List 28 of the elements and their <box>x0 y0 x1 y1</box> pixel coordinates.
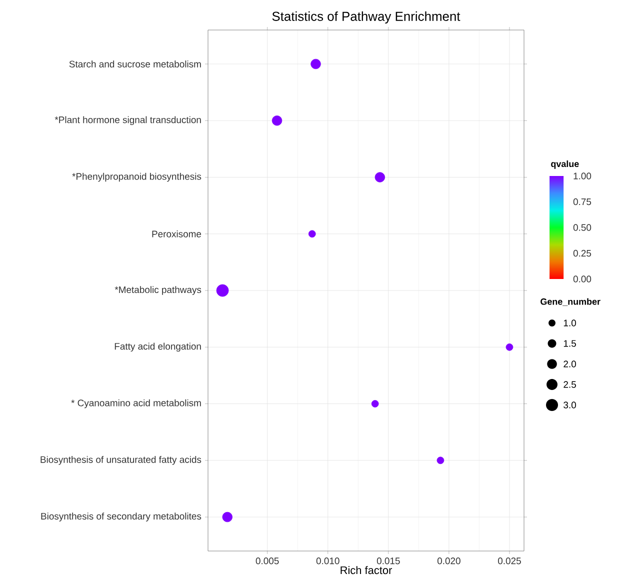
y-tick-label: *Metabolic pathways <box>114 286 202 295</box>
y-tick-label: Fatty acid elongation <box>114 342 201 352</box>
y-tick-label: Biosynthesis of unsaturated fatty acids <box>40 456 202 465</box>
color-bar-label: 0.25 <box>573 250 592 257</box>
color-bar-label: 0.75 <box>573 198 592 206</box>
y-tick-label: Starch and sucrose metabolism <box>69 60 201 68</box>
legend-title: Gene_number <box>540 298 600 306</box>
y-tick-label: * Cyanoamino acid metabolism <box>71 399 201 408</box>
color-bar-label: 1.00 <box>574 172 592 180</box>
x-tick-label: 0.015 <box>376 558 400 564</box>
x-tick-label: 0.025 <box>498 558 521 564</box>
legend-label: 2.5 <box>564 381 576 388</box>
y-tick-label: *Plant hormone signal transduction <box>54 116 201 126</box>
x-axis-title: Rich factor <box>340 566 392 574</box>
legend-label: 2.0 <box>564 360 576 368</box>
color-bar-title: qvalue <box>551 160 579 169</box>
legend-label: 1.0 <box>564 320 576 326</box>
y-tick-label: *Phenylpropanoid biosynthesis <box>72 172 202 182</box>
x-tick-label: 0.010 <box>316 558 340 564</box>
legend-label: 3.0 <box>564 402 576 408</box>
y-tick-label: Peroxisome <box>152 230 202 238</box>
color-bar-label: 0.00 <box>573 276 592 282</box>
x-tick-label: 0.020 <box>437 558 460 564</box>
color-bar-label: 0.50 <box>573 224 592 231</box>
chart-title: Statistics of Pathway Enrichment <box>272 11 460 24</box>
x-tick-label: 0.005 <box>256 558 279 564</box>
y-tick-label: Biosynthesis of secondary metabolites <box>41 512 202 522</box>
legend-label: 1.5 <box>564 340 576 347</box>
